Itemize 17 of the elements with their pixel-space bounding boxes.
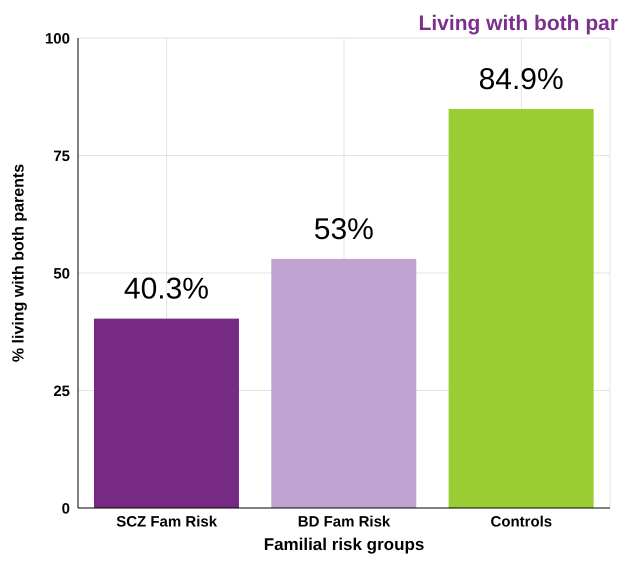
y-tick-label: 100 [44, 30, 70, 48]
y-tick-label: 50 [53, 265, 70, 282]
data-label: 40.3% [124, 272, 209, 306]
bar [271, 258, 416, 508]
bar [448, 108, 594, 508]
x-tick-label: Controls [490, 514, 552, 531]
y-tick-label: 25 [53, 382, 70, 400]
x-tick-label: BD Fam Risk [298, 514, 391, 531]
x-axis-title: Familial risk groups [264, 535, 424, 554]
y-axis-title: % living with both parents [10, 164, 28, 362]
data-label: 84.9% [478, 62, 564, 96]
bar [94, 318, 239, 508]
chart-title: Living with both par [418, 12, 618, 36]
x-tick-label: SCZ Fam Risk [116, 514, 218, 531]
y-tick-label: 75 [53, 148, 70, 165]
y-tick-label: 0 [62, 500, 70, 518]
data-label: 53% [314, 212, 374, 246]
